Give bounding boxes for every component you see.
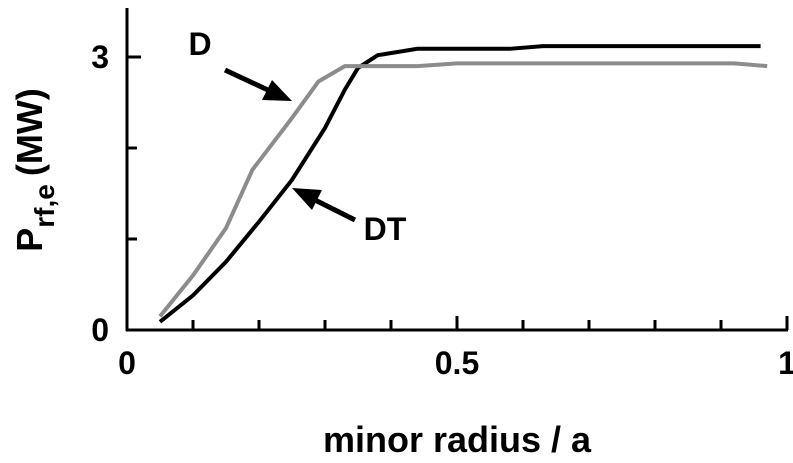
x-axis-label: minor radius / a	[323, 419, 592, 460]
y-label-unit: (MW)	[9, 88, 50, 176]
x-tick-label: 0	[118, 345, 136, 381]
data-line	[158, 61, 768, 318]
y-tick-label: 0	[91, 312, 109, 348]
data-line	[158, 44, 761, 324]
y-axis-title: Prf,e (MW)	[9, 88, 60, 252]
x-tick-label: 1	[778, 345, 793, 381]
annotation: DT	[364, 211, 407, 247]
y-axis-label: Prf,e (MW)	[9, 88, 60, 252]
y-tick-label: 3	[91, 39, 109, 75]
arrow	[223, 67, 292, 101]
arrow	[292, 188, 357, 223]
y-label-sub: rf,e	[29, 184, 60, 228]
y-label-main: P	[9, 228, 50, 252]
x-tick-label: 0.5	[435, 345, 479, 381]
annotation: D	[188, 26, 211, 62]
